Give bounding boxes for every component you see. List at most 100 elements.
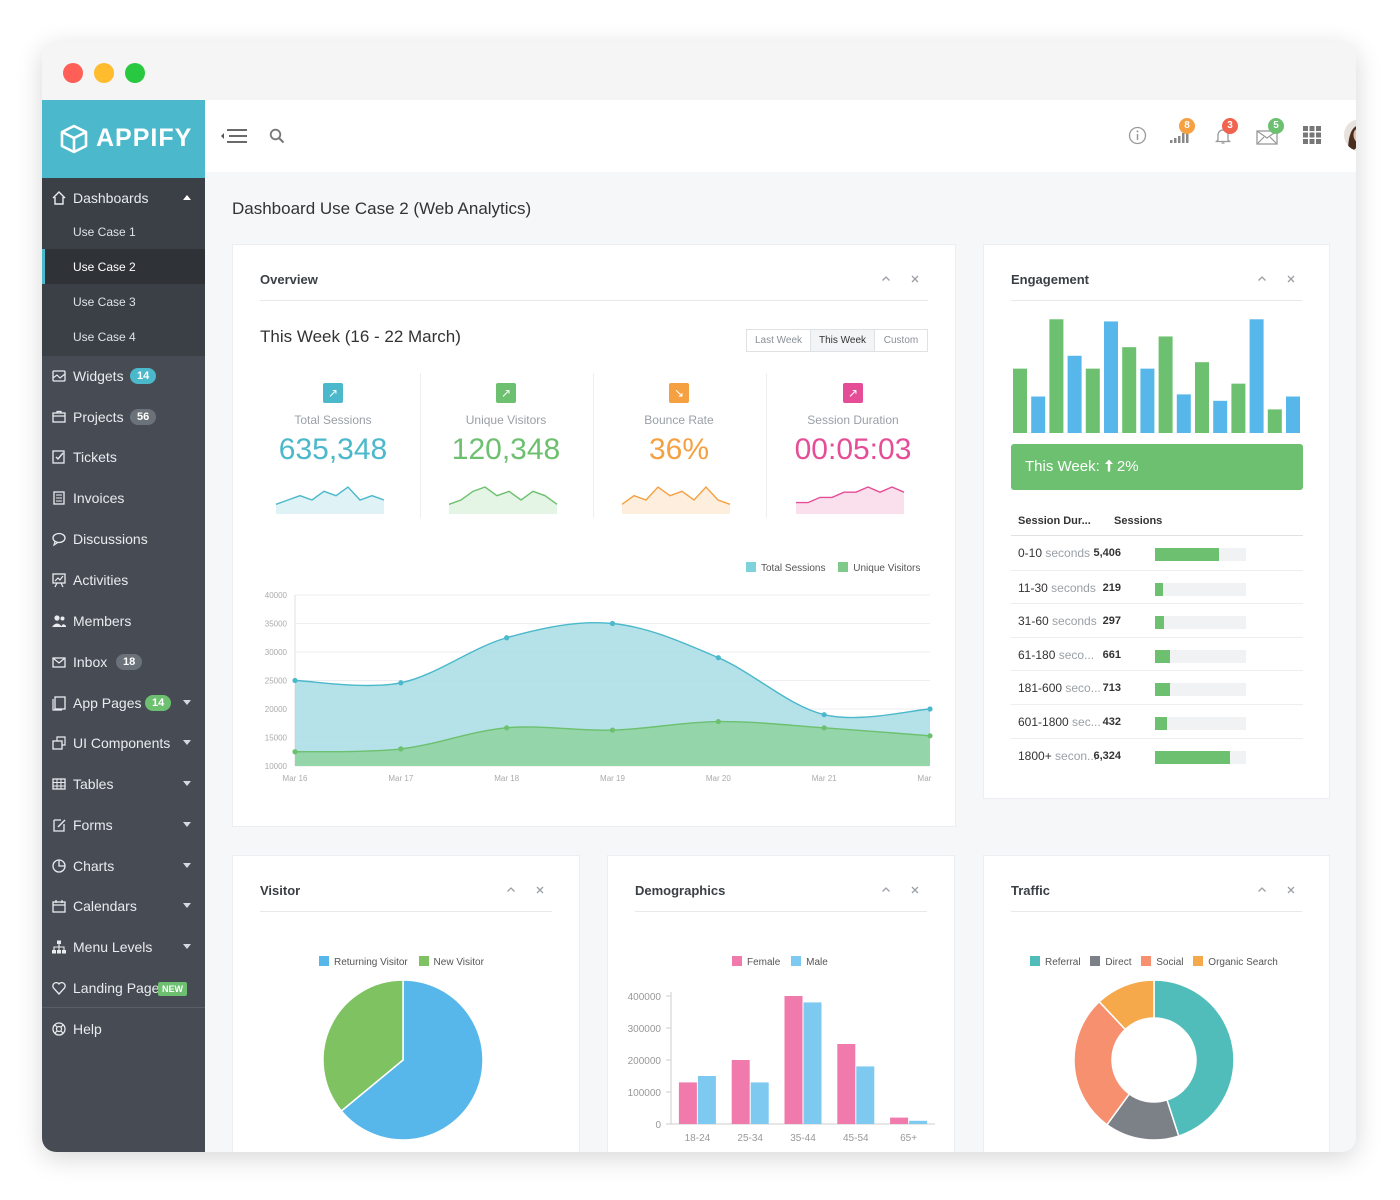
data-point[interactable] (398, 746, 404, 752)
data-point[interactable] (609, 727, 616, 733)
close-icon[interactable] (1286, 885, 1296, 895)
demographics-panel: Demographics Female Male 400000 300000 200… (607, 855, 955, 1152)
sparkline (448, 486, 558, 514)
x-tick-label: Mar 20 (706, 774, 731, 783)
inbox-count-badge: 18 (116, 654, 143, 670)
table-row: 11-30 seconds 219 (1011, 569, 1303, 604)
pie-slice-new-visitor[interactable] (322, 979, 404, 1113)
range-button-custom[interactable]: Custom (874, 329, 928, 352)
sidebar-item-charts[interactable]: Charts (42, 846, 205, 886)
sidebar-item-calendars[interactable]: Calendars (42, 886, 205, 926)
data-point[interactable] (715, 655, 721, 661)
sessions-value: 432 (1102, 716, 1121, 728)
sidebar-item-invoices[interactable]: Invoices (42, 478, 205, 518)
series-area-unique-visitors (295, 721, 930, 766)
collapse-icon[interactable] (881, 274, 891, 284)
sidebar-item-app-pages[interactable]: App Pages 14 (42, 683, 205, 723)
sidebar-item-help[interactable]: Help (42, 1009, 205, 1049)
duration-cell: 601-1800 sec... (1018, 715, 1114, 729)
topbar: 8 3 5 (205, 100, 1356, 172)
sidebar-item-tables[interactable]: Tables (42, 764, 205, 804)
apps-grid-icon[interactable] (1303, 126, 1321, 144)
sidebar-item-widgets[interactable]: Widgets 14 (42, 356, 205, 396)
range-button-last-week[interactable]: Last Week (746, 329, 811, 352)
sessions-bar-track (1155, 717, 1246, 730)
messages-count-badge: 5 (1268, 118, 1284, 134)
data-point[interactable] (821, 725, 827, 731)
demographics-bar-chart: 400000 300000 200000 100000 0 18-24 25-34 35-44… (628, 992, 935, 1144)
trend-arrow-icon: ↗ (843, 383, 863, 403)
kpi-label: Session Duration (807, 413, 899, 427)
sidebar-subitem-use-case-2[interactable]: Use Case 2 (42, 249, 205, 284)
caret-down-icon (183, 903, 191, 908)
close-icon[interactable] (1286, 274, 1296, 284)
sidebar-subitem-use-case-4[interactable]: Use Case 4 (42, 319, 205, 354)
sidebar-item-projects[interactable]: Projects 56 (42, 397, 205, 437)
collapse-icon[interactable] (506, 885, 516, 895)
sidebar-item-tickets[interactable]: Tickets (42, 437, 205, 477)
data-point[interactable] (292, 749, 298, 755)
sessions-bar-track (1155, 582, 1246, 596)
close-icon[interactable] (910, 885, 920, 895)
sidebar-item-ui-components[interactable]: UI Components (42, 723, 205, 763)
bar-female (837, 1044, 856, 1124)
sidebar-item-dashboards[interactable]: Dashboards (42, 178, 205, 214)
search-icon[interactable] (269, 128, 285, 144)
bar-male (909, 1120, 928, 1124)
notifications-count-badge: 3 (1222, 118, 1238, 134)
collapse-icon[interactable] (881, 885, 891, 895)
kpi-card: ↗ Session Duration 00:05:03 (767, 375, 939, 520)
range-button-this-week[interactable]: This Week (810, 329, 875, 352)
data-point[interactable] (821, 712, 827, 718)
pie-slice-referral[interactable] (1153, 979, 1235, 1138)
sparkline-area (449, 487, 557, 514)
mail-icon[interactable] (1256, 130, 1278, 145)
kpi-divider (593, 373, 594, 518)
data-point[interactable] (398, 680, 404, 686)
table-header-divider (1011, 535, 1303, 536)
data-point[interactable] (292, 677, 298, 684)
sidebar-item-discussions[interactable]: Discussions (42, 519, 205, 559)
menu-toggle-icon[interactable] (220, 128, 250, 144)
sidebar-item-members[interactable]: Members (42, 601, 205, 641)
x-tick-label: 25-34 (737, 1133, 763, 1144)
signal-icon[interactable] (1169, 128, 1191, 144)
visitor-pie-chart (322, 979, 484, 1141)
data-point[interactable] (715, 718, 721, 725)
duration-value: 1800+ (1018, 748, 1052, 763)
sparkline-line (796, 486, 905, 504)
sidebar-item-inbox[interactable]: Inbox 18 (42, 642, 205, 682)
data-point[interactable] (609, 620, 616, 627)
user-avatar[interactable] (1343, 118, 1356, 152)
close-window-button[interactable] (63, 63, 83, 83)
sidebar-item-menu-levels[interactable]: Menu Levels (42, 927, 205, 967)
kpi-card: ↗ Total Sessions 635,348 (247, 375, 419, 520)
caret-down-icon (183, 700, 191, 705)
minimize-window-button[interactable] (94, 63, 114, 83)
pie-slice-organic-search[interactable] (1098, 979, 1155, 1031)
collapse-icon[interactable] (1257, 885, 1267, 895)
info-icon[interactable] (1128, 126, 1147, 145)
data-point[interactable] (504, 635, 510, 641)
sidebar-item-landing-page[interactable]: Landing Page NEW (42, 968, 205, 1008)
traffic-panel: Traffic Referral Direct Social Organic S… (983, 855, 1330, 1152)
sidebar-subitem-use-case-1[interactable]: Use Case 1 (42, 214, 205, 249)
data-point[interactable] (927, 706, 933, 712)
table-row: 181-600 seco... 713 (1011, 670, 1303, 704)
pie-slice-social[interactable] (1073, 1000, 1131, 1126)
collapse-icon[interactable] (1257, 274, 1267, 284)
sidebar-subitem-use-case-3[interactable]: Use Case 3 (42, 284, 205, 319)
sidebar-item-label: Widgets (73, 368, 124, 384)
close-icon[interactable] (535, 885, 545, 895)
sidebar-item-label: Charts (73, 858, 115, 874)
sidebar-item-forms[interactable]: Forms (42, 805, 205, 845)
sessions-value: 219 (1102, 581, 1121, 594)
close-icon[interactable] (910, 274, 920, 284)
pie-slice-returning-visitor[interactable] (340, 979, 484, 1141)
maximize-window-button[interactable] (125, 63, 145, 83)
data-point[interactable] (504, 725, 510, 731)
legend-label: Total Sessions (761, 563, 826, 574)
data-point[interactable] (927, 733, 933, 739)
sidebar-item-activities[interactable]: Activities (42, 560, 205, 600)
app-logo[interactable]: APPIFY (42, 100, 205, 178)
